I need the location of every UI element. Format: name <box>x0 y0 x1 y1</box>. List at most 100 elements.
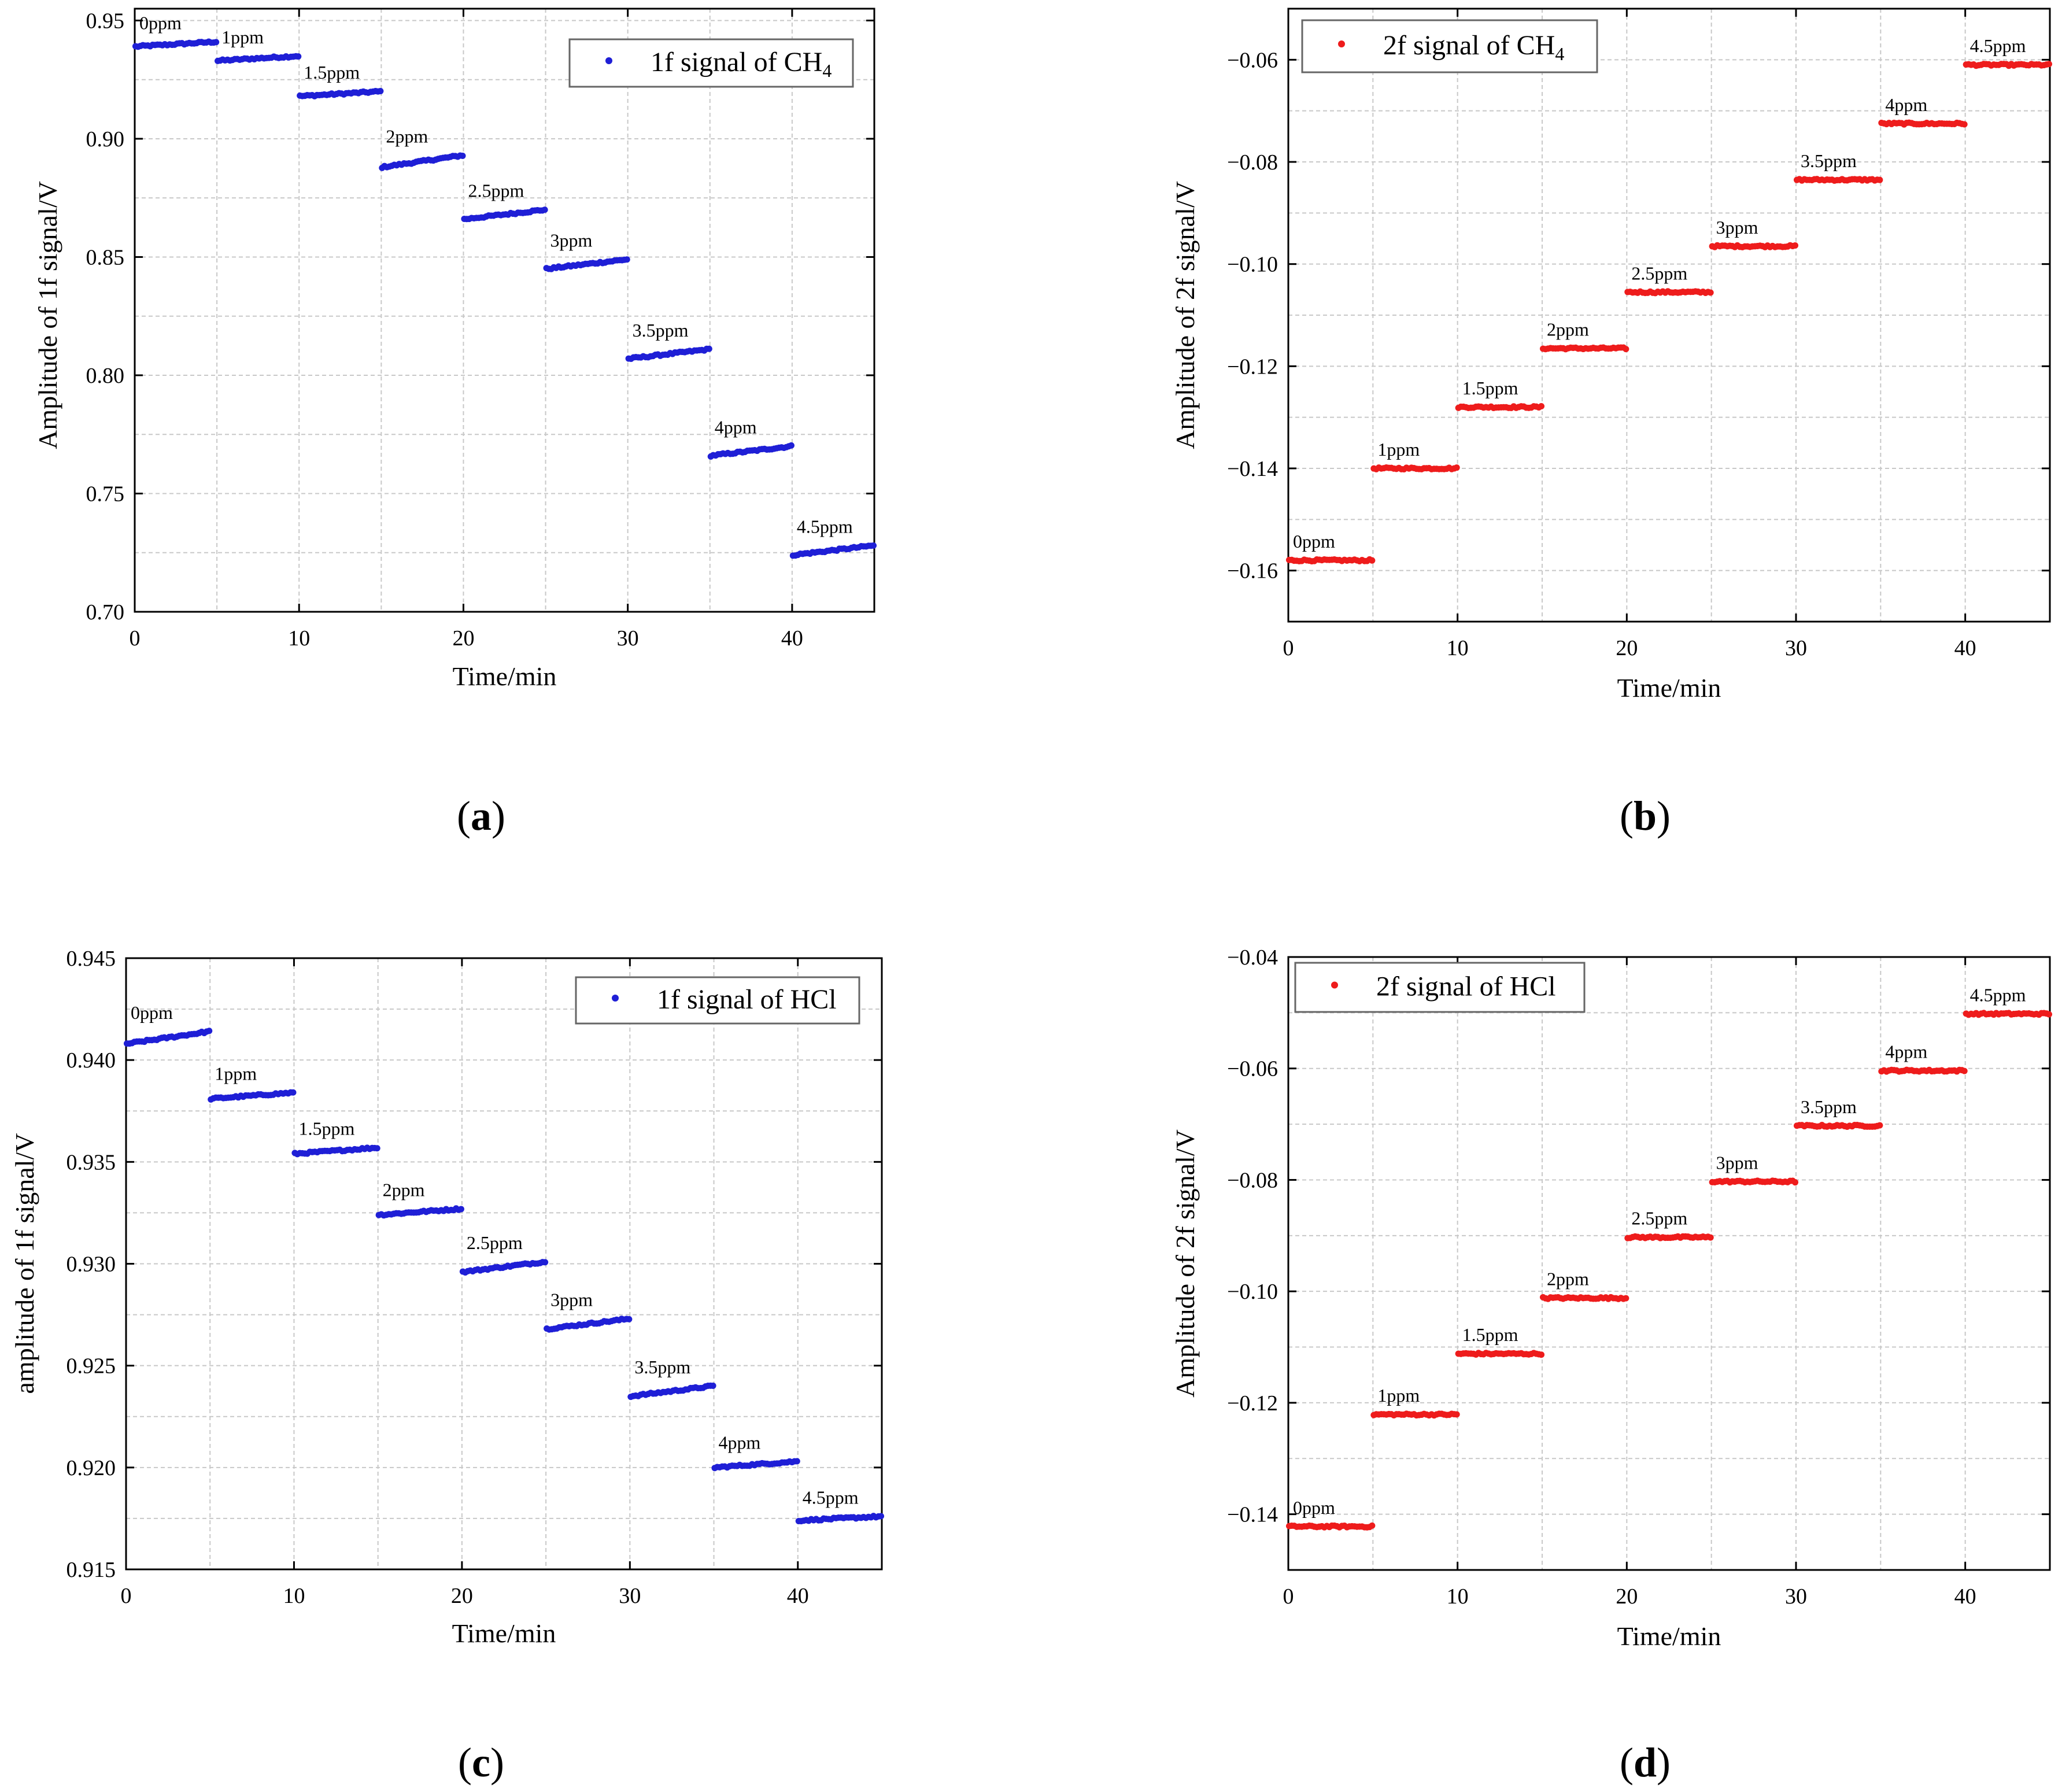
data-point <box>457 1206 464 1213</box>
data-point <box>1453 464 1460 471</box>
y-tick-label: −0.16 <box>1227 559 1278 583</box>
data-point <box>788 442 795 449</box>
data-segment-1ppm: 1ppm <box>208 1063 297 1103</box>
legend-marker <box>1338 40 1345 47</box>
concentration-label: 2.5ppm <box>467 1232 523 1253</box>
x-tick-label: 0 <box>1283 1584 1294 1609</box>
data-segment-2ppm: 2ppm <box>1539 319 1629 353</box>
legend: 2f signal of CH4 <box>1301 19 1598 73</box>
y-tick-label: −0.10 <box>1227 253 1278 277</box>
y-axis-label: Amplitude of 1f signal/V <box>33 181 62 449</box>
data-point <box>206 1028 213 1034</box>
y-tick-label: −0.08 <box>1227 1168 1278 1192</box>
data-point <box>705 345 712 352</box>
concentration-label: 0ppm <box>139 12 182 33</box>
x-tick-label: 10 <box>1447 1584 1469 1609</box>
y-tick-label: 0.930 <box>66 1252 116 1277</box>
legend-box <box>1294 962 1586 1013</box>
caption-letter: a <box>471 793 492 839</box>
data-segment-4ppm: 4ppm <box>1878 1041 1968 1075</box>
concentration-label: 2ppm <box>1547 1269 1589 1289</box>
data-point <box>2046 61 2053 68</box>
concentration-label: 2.5ppm <box>1631 1208 1687 1229</box>
concentration-label: 3ppm <box>1716 1152 1758 1173</box>
concentration-label: 2.5ppm <box>1631 263 1687 283</box>
y-tick-label: 0.925 <box>66 1354 116 1379</box>
concentration-label: 0ppm <box>131 1002 173 1023</box>
data-segment-0ppm: 0ppm <box>1285 1497 1376 1531</box>
data-segment-3.5ppm: 3.5ppm <box>627 1357 716 1401</box>
data-segment-4.5ppm: 4.5ppm <box>1963 35 2053 69</box>
data-segment-2ppm: 2ppm <box>375 1179 464 1219</box>
data-point <box>793 1458 800 1465</box>
x-tick-label: 10 <box>288 626 310 651</box>
x-tick-label: 0 <box>130 626 141 651</box>
data-segment-4.5ppm: 4.5ppm <box>795 1487 885 1525</box>
data-point <box>1876 1122 1883 1129</box>
x-tick-label: 40 <box>787 1584 809 1608</box>
x-axis-label: Time/min <box>452 1619 556 1648</box>
x-tick-label: 30 <box>617 626 639 651</box>
data-segment-1ppm: 1ppm <box>1370 1385 1460 1419</box>
y-tick-label: −0.08 <box>1227 150 1278 175</box>
caption-letter: c <box>472 1739 490 1786</box>
concentration-label: 4.5ppm <box>803 1487 859 1508</box>
x-tick-label: 0 <box>121 1584 132 1608</box>
concentration-label: 1ppm <box>1377 439 1420 460</box>
captions: (a) (b)(c) (d) <box>457 793 1671 1786</box>
y-tick-label: 0.915 <box>66 1558 116 1582</box>
data-point <box>1792 242 1799 249</box>
caption-close: ) <box>1657 1739 1671 1786</box>
x-tick-label: 0 <box>1283 636 1294 660</box>
data-point <box>1453 1411 1460 1418</box>
data-segment-4ppm: 4ppm <box>707 417 795 460</box>
y-tick-label: −0.14 <box>1227 457 1278 481</box>
concentration-label: 3ppm <box>1716 217 1758 238</box>
y-axis-label: amplitude of 1f signal/V <box>10 1133 39 1394</box>
data-point <box>541 206 548 213</box>
data-point <box>1623 1295 1629 1302</box>
y-tick-label: 0.70 <box>86 600 125 625</box>
concentration-label: 1.5ppm <box>1462 1324 1518 1345</box>
legend: 1f signal of HCl <box>575 976 860 1025</box>
concentration-label: 4ppm <box>1885 94 1927 115</box>
chart-panel-3: 0 10 20 30 40 −0.14 −0.12 −0.10 −0.08 −0.06 −0.04 T… <box>1170 945 2053 1651</box>
data-segment-1.5ppm: 1.5ppm <box>291 1118 380 1158</box>
x-tick-label: 30 <box>1785 1584 1807 1609</box>
data-point <box>1961 121 1968 128</box>
concentration-label: 1ppm <box>221 27 264 47</box>
y-tick-label: 0.920 <box>66 1456 116 1480</box>
y-tick-label: 0.75 <box>86 482 125 506</box>
data-segment-2.5ppm: 2.5ppm <box>461 180 548 223</box>
caption-close: ) <box>490 1739 504 1786</box>
concentration-label: 3.5ppm <box>1801 1096 1857 1117</box>
caption-close: ) <box>1657 793 1671 839</box>
data-segment-2.5ppm: 2.5ppm <box>459 1232 549 1276</box>
data-segment-4ppm: 4ppm <box>1878 94 1968 128</box>
legend-marker <box>605 57 612 64</box>
data-segment-1.5ppm: 1.5ppm <box>1455 378 1545 412</box>
concentration-label: 3ppm <box>550 1289 593 1310</box>
caption-letter: b <box>1634 793 1657 839</box>
data-segment-4.5ppm: 4.5ppm <box>789 516 877 559</box>
plot-frame <box>1287 8 2051 623</box>
caption-open: ( <box>457 793 471 839</box>
legend: 1f signal of CH4 <box>568 38 854 88</box>
data-point <box>1792 1179 1799 1186</box>
concentration-label: 2ppm <box>383 1179 425 1200</box>
data-point <box>377 88 384 95</box>
x-axis-label: Time/min <box>453 662 557 691</box>
y-tick-label: 0.945 <box>66 947 116 971</box>
panel-caption: (d) <box>1620 1739 1671 1786</box>
x-tick-label: 30 <box>1785 636 1807 660</box>
data-point <box>1623 346 1629 353</box>
legend-marker <box>612 995 619 1002</box>
data-segment-4.5ppm: 4.5ppm <box>1963 984 2053 1018</box>
data-point <box>1876 176 1883 183</box>
legend-label: 1f signal of CH4 <box>651 47 832 81</box>
legend-label: 2f signal of HCl <box>1376 971 1556 1002</box>
x-tick-label: 10 <box>1447 636 1469 660</box>
concentration-label: 4.5ppm <box>1970 984 2026 1005</box>
x-tick-label: 20 <box>1616 636 1638 660</box>
y-tick-label: −0.10 <box>1227 1280 1278 1304</box>
